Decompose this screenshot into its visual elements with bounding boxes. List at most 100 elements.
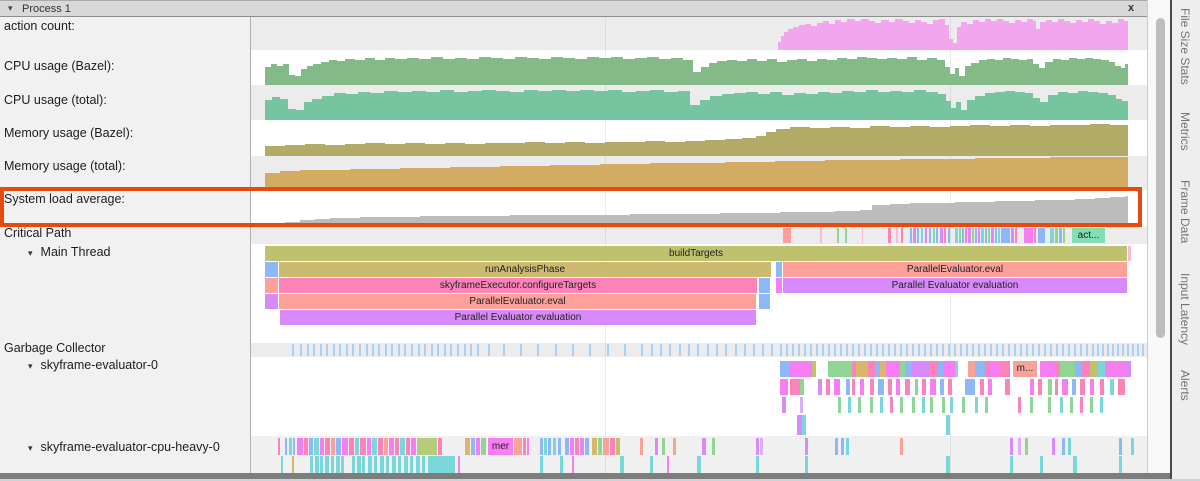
evaluator-slice[interactable] [1038,379,1042,395]
collapse-triangle-icon[interactable]: ▾ [28,361,33,371]
side-tab-frame-data[interactable]: Frame Data [1178,180,1192,244]
gc-event[interactable] [697,344,699,356]
gc-event[interactable] [464,344,466,356]
critical-path-event[interactable] [1034,228,1036,243]
cpu-heavy-slice[interactable] [416,456,420,473]
cpu-heavy-slice[interactable] [481,438,486,455]
gc-event[interactable] [1038,344,1040,356]
cpu-heavy-slice[interactable] [278,438,280,455]
evaluator-slice[interactable] [1110,379,1114,395]
gc-event[interactable] [1008,344,1010,356]
cpu-heavy-slice[interactable] [570,438,574,455]
evaluator-slice[interactable] [800,379,804,395]
evaluator-slice[interactable] [1040,361,1055,377]
critical-path-event[interactable] [837,228,839,243]
gc-event[interactable] [771,344,773,356]
cpu-heavy-slice[interactable] [362,456,365,473]
gc-event[interactable] [300,344,302,356]
gc-event[interactable] [1020,344,1022,356]
cpu-heavy-slice[interactable] [1052,438,1055,455]
counter-chart-system-load-average[interactable] [265,190,1128,225]
cpu-heavy-slice[interactable] [667,456,669,473]
gc-event[interactable] [391,344,393,356]
gc-event[interactable] [948,344,950,356]
critical-path-event[interactable] [888,228,891,243]
gc-event[interactable] [984,344,986,356]
cpu-heavy-slice[interactable] [662,438,665,455]
cpu-heavy-slice[interactable] [1062,438,1065,455]
cpu-heavy-slice[interactable] [406,438,410,455]
counter-chart-memory-usage-total[interactable] [265,156,1128,190]
gc-event[interactable] [520,344,522,356]
critical-path-event[interactable] [933,228,935,243]
cpu-heavy-slice[interactable] [331,456,334,473]
gc-event[interactable] [669,344,671,356]
critical-path-event[interactable] [929,228,931,243]
critical-path-event[interactable] [917,228,919,243]
critical-path-event[interactable] [936,228,938,243]
gc-event[interactable] [651,344,653,356]
cpu-heavy-slice[interactable] [336,438,341,455]
critical-path-event[interactable] [995,228,997,243]
evaluator-slice[interactable] [828,361,852,377]
evaluator-slice[interactable] [790,361,812,377]
critical-path-event[interactable] [940,228,943,243]
gc-event[interactable] [804,344,806,356]
evaluator-slice[interactable] [838,397,841,413]
evaluator-slice[interactable] [975,361,985,377]
gc-event[interactable] [960,344,962,356]
vertical-scrollbar-track[interactable] [1147,0,1170,479]
critical-path-event[interactable] [1038,228,1045,243]
gc-event[interactable] [906,344,908,356]
gc-event[interactable] [780,344,782,356]
evaluator-slice[interactable] [880,397,883,413]
main-thread-slice[interactable]: ParallelEvaluator.eval [279,294,756,309]
cpu-heavy-slice[interactable] [610,438,615,455]
evaluator-slice[interactable] [890,397,893,413]
critical-path-event[interactable] [1011,228,1014,243]
evaluator-slice[interactable] [826,379,830,395]
gc-event[interactable] [1092,344,1094,356]
side-tab-metrics[interactable]: Metrics [1178,112,1192,151]
critical-path-event[interactable] [921,228,923,243]
critical-path-event[interactable] [1001,228,1010,243]
cpu-heavy-slice[interactable] [1119,438,1122,455]
evaluator-slice[interactable] [802,415,806,435]
side-tab-alerts[interactable]: Alerts [1178,370,1192,401]
cpu-heavy-slice[interactable] [410,456,413,473]
gc-event[interactable] [762,344,764,356]
evaluator-slice[interactable] [1100,397,1103,413]
critical-path-event[interactable] [910,228,912,243]
cpu-heavy-slice[interactable] [835,438,838,455]
gc-event[interactable] [792,344,794,356]
cpu-heavy-slice[interactable] [805,438,808,455]
cpu-heavy-slice[interactable] [374,456,377,473]
gc-event[interactable] [503,344,505,356]
evaluator-slice[interactable] [990,361,1000,377]
main-thread-slice[interactable] [776,262,782,277]
gc-event[interactable] [313,344,315,356]
cpu-heavy-slice[interactable] [289,438,292,455]
gc-event[interactable] [339,344,341,356]
critical-path-event[interactable]: act... [1072,228,1105,243]
evaluator-slice[interactable] [1060,397,1063,413]
gc-event[interactable] [418,344,420,356]
main-thread-slice[interactable] [265,294,278,309]
critical-path-event[interactable] [1024,228,1033,243]
gc-event[interactable] [660,344,662,356]
gc-event[interactable] [1097,344,1099,356]
cpu-heavy-slice[interactable] [575,438,579,455]
vertical-scrollbar-thumb[interactable] [1156,18,1165,338]
collapse-triangle-icon[interactable]: ▾ [28,248,33,258]
cpu-heavy-slice[interactable] [400,438,405,455]
critical-path-event[interactable] [1063,228,1065,243]
evaluator-slice[interactable] [930,361,938,377]
evaluator-slice[interactable] [1118,379,1125,395]
cpu-heavy-slice[interactable] [325,438,330,455]
gc-event[interactable] [918,344,920,356]
evaluator-slice[interactable] [896,379,900,395]
evaluator-slice[interactable] [870,397,873,413]
critical-path-event[interactable] [959,228,961,243]
evaluator-slice[interactable] [1060,361,1075,377]
gc-event[interactable] [924,344,926,356]
